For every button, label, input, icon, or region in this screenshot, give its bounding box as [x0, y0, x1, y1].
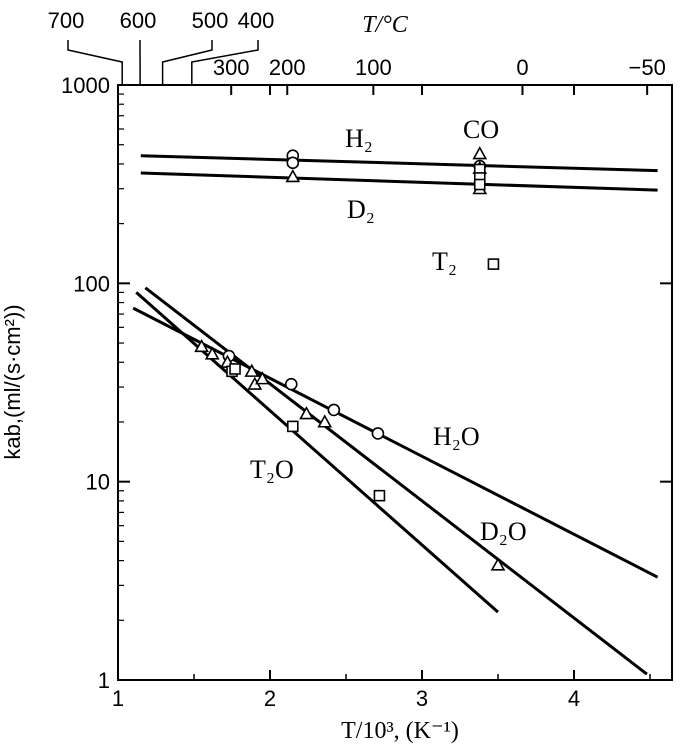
top-tick-label: −50 — [628, 55, 665, 80]
label-t2: T₂ — [432, 247, 457, 276]
top-tick-label: 600 — [120, 8, 157, 33]
plot-frame — [117, 84, 673, 681]
top-tick-label: 400 — [238, 8, 275, 33]
point-triangle-d2o — [255, 371, 270, 385]
x-tick-label: 1 — [112, 686, 124, 711]
top-axis-title: T/°C — [362, 12, 409, 38]
top-tick-label: 200 — [269, 55, 306, 80]
label-d2o: D₂O — [480, 517, 527, 546]
y-tick-label: 10 — [86, 470, 110, 495]
y-axis-title: kab,(ml/(s·cm²)) — [0, 304, 25, 459]
x-axis-title: T/10³, (K⁻¹) — [341, 718, 459, 744]
point-triangle-d2o — [244, 363, 260, 377]
series-lines — [132, 154, 659, 676]
fit-line-d2 — [140, 171, 658, 192]
top-tick-label: 0 — [516, 55, 528, 80]
point-circle-h2o — [327, 403, 341, 417]
point-triangle-d2o — [299, 406, 314, 420]
label-h2: H₂ — [345, 124, 373, 153]
x-tick-label: 3 — [416, 686, 428, 711]
point-circle-h2o — [284, 377, 298, 391]
top-tick-label: 300 — [213, 55, 250, 80]
y-tick-label: 1000 — [61, 73, 110, 98]
fit-line-t2o — [135, 291, 499, 614]
point-triangle-d2o — [204, 346, 220, 360]
x-tick-label: 2 — [264, 686, 276, 711]
text-labels: T/°C T/10³, (K⁻¹) kab,(ml/(s·cm²)) H₂ D₂… — [0, 12, 527, 744]
point-square-t2o — [373, 489, 386, 502]
fit-line-d2o — [144, 286, 648, 676]
top-tick-label: 700 — [48, 8, 85, 33]
point-triangle-d2o — [317, 414, 333, 428]
top-tick-label: 500 — [192, 8, 229, 33]
fit-line-h2 — [140, 154, 658, 173]
point-triangle-co — [472, 146, 488, 160]
point-square-t2 — [487, 258, 500, 270]
point-circle-h2o — [371, 427, 385, 440]
point-triangle-d2 — [285, 169, 301, 183]
point-square-t2o — [286, 420, 299, 433]
point-triangle-d2o — [490, 557, 506, 571]
point-triangle-d2o — [194, 338, 209, 353]
label-t2o: T₂O — [250, 455, 294, 484]
y-tick-label: 1 — [98, 668, 110, 693]
point-circle-h2 — [286, 156, 300, 170]
label-co: CO — [463, 115, 499, 144]
top-tick-label: 100 — [355, 55, 392, 80]
label-d2: D₂ — [347, 195, 375, 224]
series-markers — [194, 146, 506, 571]
point-square-t2 — [473, 178, 486, 191]
top-axis-leader — [67, 40, 123, 85]
y-tick-label: 100 — [73, 271, 110, 296]
top-axis-leader — [191, 40, 259, 85]
x-tick-label: 4 — [568, 686, 580, 711]
top-axis-leader — [161, 40, 213, 85]
point-square-t2o — [229, 363, 241, 375]
label-h2o: H₂O — [433, 422, 480, 451]
fit-line-h2o — [132, 306, 659, 579]
